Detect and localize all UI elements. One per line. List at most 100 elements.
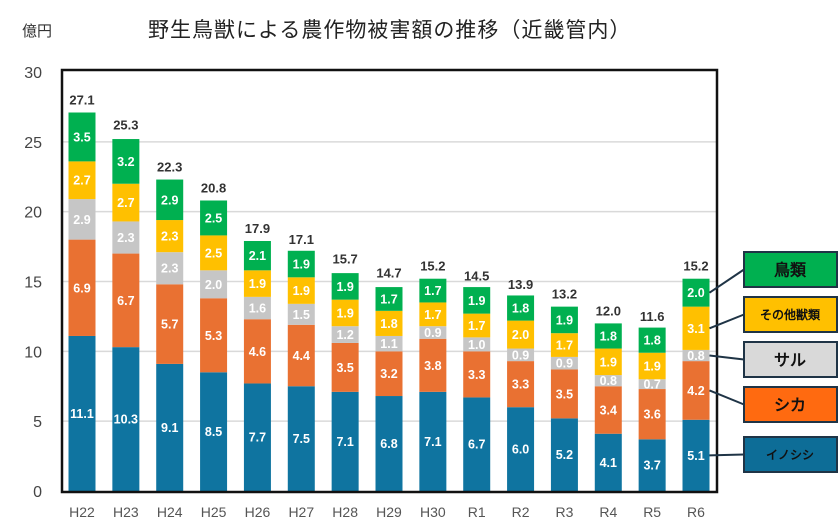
bar-segment	[200, 235, 228, 271]
bar-segment	[331, 342, 359, 392]
data-label: 1.2	[336, 328, 353, 342]
data-label: 1.8	[600, 329, 617, 343]
bar-segment	[287, 250, 315, 278]
data-label: 0.9	[424, 326, 441, 340]
bar-segment	[287, 303, 315, 325]
total-label: 22.3	[157, 160, 182, 175]
bar-segment	[156, 220, 184, 253]
bar-segment	[375, 351, 403, 397]
x-tick-label: R3	[555, 504, 573, 520]
bar-segment	[419, 302, 447, 327]
x-tick-label: R5	[643, 504, 661, 520]
bar-segment	[331, 299, 359, 327]
bar-segment	[200, 372, 228, 491]
legend-label: 鳥類	[774, 261, 807, 280]
data-label: 3.5	[336, 361, 353, 375]
data-label: 5.2	[556, 448, 573, 462]
data-label: 2.1	[249, 249, 266, 263]
data-label: 3.6	[643, 408, 660, 422]
data-label: 1.9	[249, 277, 266, 291]
legend-leader-line	[709, 313, 745, 330]
bar-segment	[156, 363, 184, 491]
x-tick-label: R1	[468, 504, 486, 520]
legend-leader-line	[708, 268, 745, 294]
data-label: 4.4	[293, 349, 310, 363]
bar-segment	[287, 277, 315, 304]
bar-segment	[682, 361, 710, 420]
bar-segment	[682, 278, 710, 307]
bar-segment	[112, 347, 140, 491]
total-label: 15.2	[683, 259, 708, 274]
legend-label: サル	[774, 351, 806, 370]
data-label: 3.2	[117, 155, 134, 169]
data-label: 3.5	[73, 130, 90, 144]
data-label: 1.5	[293, 308, 310, 322]
total-label: 13.2	[552, 287, 577, 302]
data-label: 2.3	[117, 231, 134, 245]
legend-box	[743, 386, 838, 423]
data-label: 6.0	[512, 443, 529, 457]
y-tick-label: 10	[24, 344, 42, 361]
legend-box	[743, 436, 838, 473]
x-tick-label: H26	[245, 504, 271, 520]
bar-segment	[682, 349, 710, 362]
bar-segment	[68, 335, 96, 491]
y-tick-label: 30	[24, 65, 42, 82]
legend-leader-line	[709, 354, 745, 361]
data-label: 1.9	[293, 284, 310, 298]
x-tick-label: R2	[512, 504, 530, 520]
data-label: 1.7	[556, 339, 573, 353]
bar-segment	[112, 183, 140, 222]
data-label: 1.9	[293, 258, 310, 272]
bar-segment	[419, 338, 447, 392]
data-label: 1.1	[380, 337, 397, 351]
data-label: 1.7	[468, 319, 485, 333]
bar-segment	[375, 310, 403, 336]
data-label: 2.0	[512, 328, 529, 342]
x-tick-label: H27	[288, 504, 314, 520]
legend-label: その他獣類	[760, 307, 821, 322]
data-label: 2.7	[117, 196, 134, 210]
total-label: 14.7	[376, 266, 401, 281]
bar-segment	[550, 333, 578, 357]
data-label: 3.3	[512, 378, 529, 392]
y-tick-label: 0	[33, 484, 42, 501]
data-label: 6.8	[380, 437, 397, 451]
bar-segment	[463, 397, 491, 491]
x-tick-label: R6	[687, 504, 705, 520]
total-label: 15.7	[332, 252, 357, 267]
chart-title: 野生鳥獣による農作物被害額の推移（近畿管内）	[148, 18, 632, 42]
bar-segment	[638, 389, 666, 440]
x-tick-label: H28	[332, 504, 358, 520]
data-label: 0.9	[512, 348, 529, 362]
bar-segment	[507, 348, 535, 362]
bar-segment	[156, 252, 184, 285]
data-label: 2.7	[73, 174, 90, 188]
total-label: 27.1	[69, 93, 94, 108]
bar-segment	[638, 352, 666, 380]
data-label: 8.5	[205, 425, 222, 439]
bar-segment	[550, 418, 578, 491]
bar-segment	[68, 239, 96, 336]
data-label: 3.5	[556, 387, 573, 401]
bar-segment	[112, 139, 140, 184]
bar-segment	[68, 112, 96, 162]
total-label: 11.6	[640, 309, 665, 324]
bar-segment	[507, 361, 535, 408]
data-label: 3.7	[643, 459, 660, 473]
bar-segment	[507, 320, 535, 349]
data-label: 0.8	[687, 349, 704, 363]
y-tick-label: 15	[24, 275, 42, 292]
bar-segment	[112, 253, 140, 348]
x-tick-label: H30	[420, 504, 446, 520]
x-tick-label: H29	[376, 504, 402, 520]
data-label: 1.7	[424, 308, 441, 322]
data-label: 1.8	[512, 302, 529, 316]
total-label: 17.9	[245, 221, 270, 236]
bar-segment	[243, 383, 271, 491]
y-tick-label: 25	[24, 135, 42, 152]
bar-segment	[594, 433, 622, 491]
bar-segment	[243, 270, 271, 297]
bar-segment	[594, 348, 622, 376]
data-label: 3.1	[687, 322, 704, 336]
